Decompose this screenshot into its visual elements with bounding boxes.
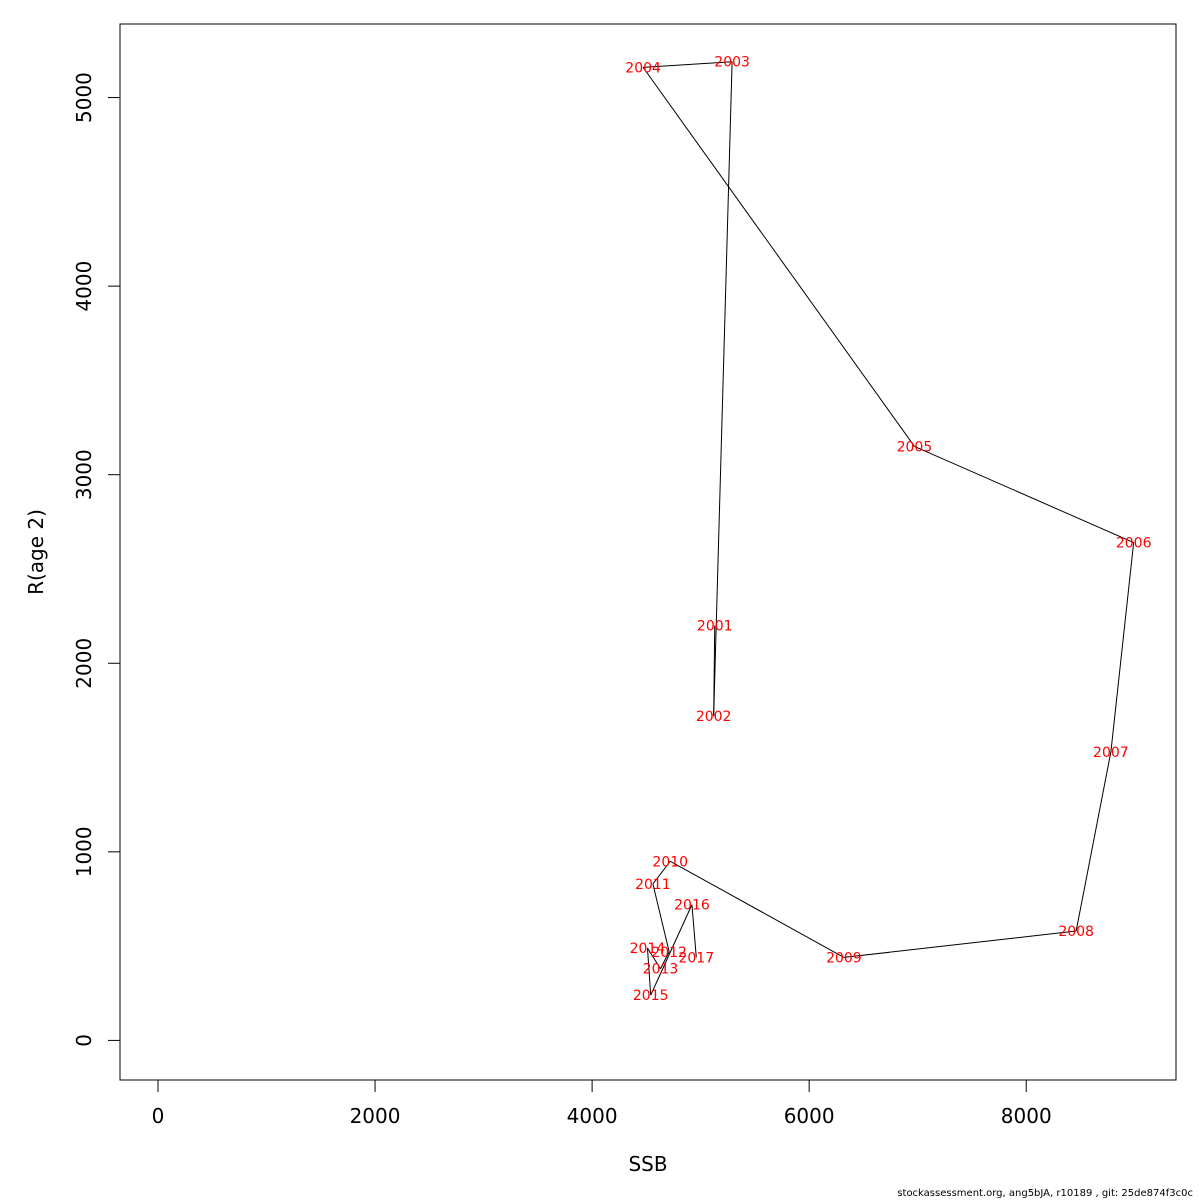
series-segment <box>643 61 733 68</box>
x-tick-label: 2000 <box>350 1104 401 1128</box>
point-label-2004: 2004 <box>625 60 661 76</box>
series-segment <box>843 930 1077 958</box>
series-segment <box>652 883 670 952</box>
series-segment <box>713 61 733 717</box>
point-label-2001: 2001 <box>697 619 733 635</box>
point-label-2014: 2014 <box>630 941 666 957</box>
y-axis-title: R(age 2) <box>24 509 48 595</box>
x-tick-label: 8000 <box>1001 1104 1052 1128</box>
y-tick-label: 1000 <box>72 826 96 877</box>
x-axis-title: SSB <box>628 1152 667 1176</box>
series-segment <box>652 860 671 885</box>
point-label-2011: 2011 <box>635 877 671 893</box>
point-label-2013: 2013 <box>643 962 679 978</box>
x-tick-label: 0 <box>152 1104 165 1128</box>
point-label-2015: 2015 <box>633 988 669 1004</box>
point-label-2006: 2006 <box>1116 536 1152 552</box>
x-tick-label: 6000 <box>784 1104 835 1128</box>
series-segment <box>650 904 693 996</box>
point-label-2002: 2002 <box>696 709 732 725</box>
plot-frame <box>119 23 1177 1081</box>
x-axis: 0 2000 4000 6000 8000 <box>152 1079 1052 1128</box>
point-label-2005: 2005 <box>897 439 933 455</box>
point-label-2016: 2016 <box>674 898 710 914</box>
x-tick-label: 4000 <box>567 1104 618 1128</box>
series-path <box>642 61 1135 996</box>
series-segment <box>914 445 1134 544</box>
series-segment <box>647 947 661 970</box>
series-segment <box>691 904 697 958</box>
series-segment <box>642 67 915 447</box>
point-label-2009: 2009 <box>826 950 862 966</box>
series-segment <box>646 947 652 996</box>
point-labels: 2001 2002 2003 2004 2005 2006 2007 2008 2009 2010… <box>625 55 1151 1004</box>
series-segment <box>1075 751 1112 932</box>
series-segment <box>1110 542 1135 752</box>
series-segment <box>660 951 670 969</box>
footer-credit: stockassessment.org, ang5bJA, r10189 , g… <box>897 1188 1193 1199</box>
point-label-2012: 2012 <box>651 945 687 961</box>
point-label-2003: 2003 <box>714 55 750 71</box>
y-tick-label: 4000 <box>72 261 96 312</box>
series-segment <box>670 860 845 958</box>
y-tick-label: 3000 <box>72 449 96 500</box>
point-label-2017: 2017 <box>678 950 714 966</box>
y-tick-label: 2000 <box>72 638 96 689</box>
y-axis: 0 1000 2000 3000 4000 5000 <box>72 72 121 1047</box>
y-tick-label: 5000 <box>72 72 96 123</box>
y-tick-label: 0 <box>72 1034 96 1047</box>
point-label-2010: 2010 <box>652 854 688 870</box>
point-label-2007: 2007 <box>1093 745 1129 761</box>
point-label-2008: 2008 <box>1058 924 1094 940</box>
